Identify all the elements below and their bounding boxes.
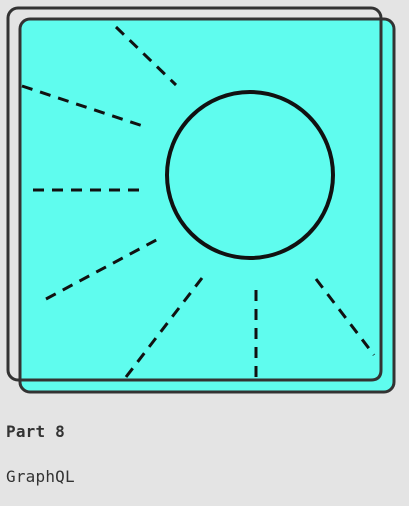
sun-ray	[314, 278, 376, 356]
sun-rays	[21, 25, 376, 380]
topic-label: GraphQL	[6, 467, 75, 486]
sun-icon	[165, 90, 335, 260]
sun-ray	[124, 277, 204, 378]
sun-ray	[45, 236, 161, 301]
sun-ray	[21, 84, 147, 129]
part-label: Part 8	[6, 422, 65, 441]
frame-outline-front	[20, 19, 383, 382]
cover-illustration	[6, 6, 396, 394]
sun-illustration	[6, 6, 396, 394]
sun-ray	[114, 25, 178, 87]
